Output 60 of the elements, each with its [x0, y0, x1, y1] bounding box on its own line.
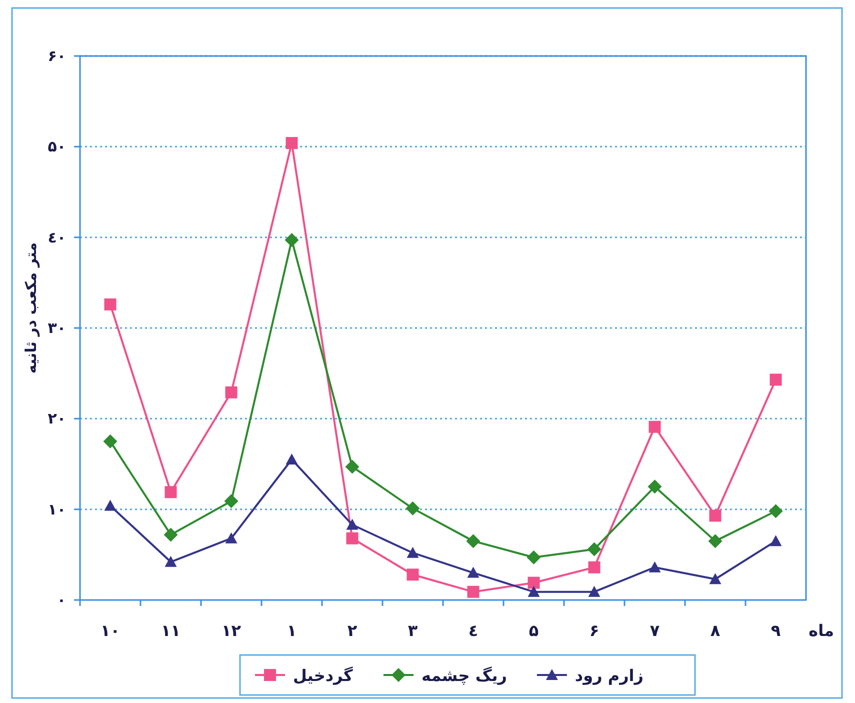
x-tick-label: ۳ [408, 621, 418, 640]
legend-label: زارم رود [574, 666, 644, 685]
x-tick-label: ۲ [347, 621, 358, 640]
x-tick-label: ۹ [770, 621, 781, 640]
point [588, 586, 600, 597]
point [528, 586, 540, 597]
point [526, 550, 541, 564]
point [768, 504, 783, 518]
y-tick-label: ۱۰ [48, 500, 66, 518]
legend-label: گردخیل [293, 666, 354, 685]
point [467, 566, 480, 578]
x-tick-label: ۱۱ [160, 621, 181, 640]
point [648, 480, 662, 494]
point [406, 546, 419, 558]
point [406, 501, 420, 516]
point [588, 561, 600, 574]
y-tick-label: ۳۰ [48, 319, 66, 337]
legend-label: ریگ چشمه [422, 666, 507, 685]
x-tick-label: ۵ [528, 621, 539, 640]
x-axis-title: ماه [808, 621, 834, 640]
point [286, 453, 298, 464]
point [528, 576, 540, 589]
y-tick-label: ۲۰ [48, 410, 66, 428]
point [770, 374, 782, 386]
x-tick-label: ۸ [710, 621, 720, 640]
point [104, 298, 116, 310]
point [587, 542, 602, 556]
point [164, 486, 177, 498]
point [225, 386, 238, 398]
y-tick-label: ۶۰ [48, 47, 66, 65]
point [708, 534, 722, 548]
x-tick-label: ۷ [650, 621, 660, 640]
point [284, 233, 299, 248]
point [466, 534, 480, 548]
y-axis-title: متر مکعب در ثانیه [22, 242, 40, 374]
point [164, 528, 178, 542]
x-tick-label: ۱۰ [100, 621, 120, 640]
x-tick-label: ۱۲ [221, 621, 242, 640]
point [648, 420, 661, 433]
point [104, 500, 116, 511]
x-tick-label: ۱ [286, 621, 297, 640]
y-tick-label: ۵۰ [48, 138, 66, 156]
point [345, 460, 360, 474]
point [346, 518, 358, 530]
point [770, 535, 782, 546]
point [709, 510, 722, 522]
point [346, 532, 358, 544]
y-tick-label: ۰ [56, 591, 66, 609]
point [224, 494, 238, 508]
point [286, 137, 298, 150]
point [225, 532, 238, 544]
point [467, 586, 480, 598]
point [103, 434, 118, 448]
x-tick-label: ۶ [589, 621, 600, 640]
point [648, 561, 661, 572]
point [406, 568, 419, 581]
y-tick-label: ٤۰ [48, 228, 66, 246]
point [164, 556, 177, 567]
point [709, 573, 722, 584]
x-tick-label: ٤ [468, 621, 478, 640]
